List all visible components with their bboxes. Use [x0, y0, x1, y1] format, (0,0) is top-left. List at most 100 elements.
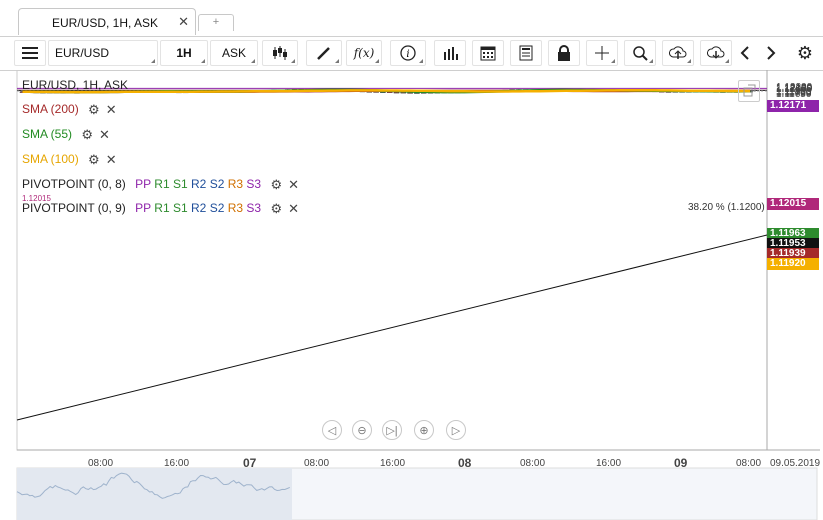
- close-icon[interactable]: ✕: [99, 127, 110, 142]
- zoom-out-button[interactable]: ⊖: [352, 420, 372, 440]
- y-tick-label: 1.11800: [776, 86, 812, 98]
- new-tab-button[interactable]: +: [198, 14, 234, 31]
- instrument-value: EUR/USD: [55, 46, 110, 60]
- x-tick-label: 09.05.2019: [770, 458, 821, 469]
- y-tick-label: 1.12150: [776, 82, 813, 94]
- lock-icon[interactable]: [548, 40, 580, 66]
- chart-title: EUR/USD, 1H, ASK: [22, 78, 129, 92]
- close-icon[interactable]: ✕: [178, 14, 189, 29]
- legend-sma200-label: SMA (200): [22, 102, 79, 117]
- pivot-s3: S3: [246, 177, 262, 192]
- download-icon[interactable]: [700, 40, 732, 66]
- chevron-left-icon[interactable]: [734, 40, 756, 66]
- candlestick-icon[interactable]: [262, 40, 298, 66]
- pivot-r1: R1: [154, 177, 170, 192]
- gear-icon[interactable]: ⚙: [792, 40, 818, 66]
- side-select[interactable]: ASK: [210, 40, 258, 66]
- price-box: 1.11953: [767, 238, 819, 250]
- nav-forward-button[interactable]: ▷: [446, 420, 466, 440]
- y-tick-label: 1.11900: [776, 85, 812, 97]
- pivot-pp: PP: [135, 177, 151, 192]
- gear-icon[interactable]: ⚙: [88, 102, 100, 117]
- x-tick-label: 09: [674, 456, 688, 470]
- close-icon[interactable]: ✕: [288, 201, 300, 216]
- pivot-r2: R2: [191, 177, 207, 192]
- x-tick-label: 08: [458, 456, 472, 470]
- y-tick-label: 1.11650: [776, 88, 812, 100]
- menu-icon[interactable]: [14, 40, 46, 66]
- x-tick-label: 16:00: [596, 458, 622, 469]
- side-value: ASK: [221, 46, 246, 60]
- pivot-r3: R3: [227, 201, 244, 216]
- legend-sma100-label: SMA (100): [22, 152, 79, 167]
- report-icon[interactable]: [510, 40, 542, 66]
- legend-pivot-9-label: PIVOTPOINT (0, 9): [22, 201, 126, 216]
- draw-icon[interactable]: [306, 40, 342, 66]
- chart-area[interactable]: EUR/USD, 1H, ASK SMA (200) ⚙ ✕ SMA (55) ⚙…: [0, 70, 823, 520]
- y-tick-label: 1.12200: [776, 82, 813, 93]
- price-box: 1.11963: [767, 228, 819, 240]
- pivot-pp: PP: [135, 201, 151, 216]
- indicator-button[interactable]: f(x): [346, 40, 382, 66]
- toolbar: EUR/USD 1H ASK f(x) i: [0, 36, 823, 71]
- info-icon[interactable]: i: [390, 40, 426, 66]
- pivot-s2: S2: [209, 177, 225, 192]
- nav-back-button[interactable]: ◁: [322, 420, 342, 440]
- x-tick-label: 08:00: [520, 458, 546, 469]
- trend-line: [16, 234, 768, 421]
- legend-pivot-8: PIVOTPOINT (0, 8) PP R1 S1 R2 S2 R3 S3 ⚙…: [22, 177, 299, 193]
- calendar-icon[interactable]: [472, 40, 504, 66]
- pivot-s1: S1: [172, 177, 188, 192]
- legend-sma200: SMA (200) ⚙ ✕: [22, 102, 117, 118]
- price-box: 1.12171: [767, 100, 819, 112]
- legend-pivot-9: PIVOTPOINT (0, 9) PP R1 S1 R2 S2 R3 S3 ⚙…: [22, 201, 299, 217]
- close-icon[interactable]: ✕: [105, 102, 117, 117]
- sma100-line: [22, 89, 751, 94]
- pivot-small-label: 1.12015: [22, 194, 51, 203]
- nav-end-button[interactable]: ▷|: [382, 420, 402, 440]
- pivot-s1: S1: [172, 201, 188, 216]
- x-tick-label: 16:00: [164, 458, 190, 469]
- x-tick-label: 08:00: [304, 458, 330, 469]
- pivot-s3: S3: [246, 201, 262, 216]
- pivot-r2: R2: [191, 201, 207, 216]
- y-tick-label: 1.12050: [776, 83, 813, 95]
- upload-icon[interactable]: [662, 40, 694, 66]
- x-tick-label: 08:00: [88, 458, 114, 469]
- close-icon[interactable]: ✕: [105, 152, 117, 167]
- plot-frame: [16, 70, 768, 451]
- y-tick-label: 1.11850: [776, 86, 812, 98]
- expand-icon[interactable]: [738, 80, 760, 102]
- y-tick-label: 1.12100: [776, 83, 813, 95]
- price-box: 1.11939: [767, 248, 819, 260]
- zoom-in-button[interactable]: ⊕: [414, 420, 434, 440]
- pivot-r3: R3: [227, 177, 244, 192]
- legend-pivot-8-label: PIVOTPOINT (0, 8): [22, 177, 126, 192]
- pivot-s2: S2: [209, 201, 225, 216]
- pivot-r1: R1: [154, 201, 170, 216]
- tab-bar: EUR/USD, 1H, ASK ✕ +: [0, 0, 823, 36]
- legend-sma55-label: SMA (55): [22, 127, 73, 142]
- close-icon[interactable]: ✕: [288, 177, 300, 192]
- gear-icon[interactable]: ⚙: [88, 152, 100, 167]
- legend-sma100: SMA (100) ⚙ ✕: [22, 152, 117, 168]
- timeframe-value: 1H: [176, 46, 192, 60]
- chart-tab[interactable]: EUR/USD, 1H, ASK ✕: [18, 8, 196, 35]
- volume-icon[interactable]: [434, 40, 466, 66]
- gear-icon[interactable]: ⚙: [270, 177, 283, 192]
- chevron-right-icon[interactable]: [760, 40, 782, 66]
- gear-icon[interactable]: ⚙: [270, 201, 283, 216]
- fib-label: 38.20 % (1.1200): [688, 202, 765, 213]
- zoom-icon[interactable]: [624, 40, 656, 66]
- timeframe-select[interactable]: 1H: [160, 40, 208, 66]
- price-chart[interactable]: [0, 70, 823, 520]
- svg-text:i: i: [406, 49, 409, 60]
- gear-icon[interactable]: ⚙: [81, 127, 94, 142]
- crosshair-icon[interactable]: [586, 40, 618, 66]
- indicator-icon: f(x): [353, 46, 375, 60]
- legend-sma55: SMA (55) ⚙ ✕: [22, 127, 110, 143]
- instrument-select[interactable]: EUR/USD: [48, 40, 158, 66]
- x-tick-label: 08:00: [736, 458, 762, 469]
- tab-title: EUR/USD, 1H, ASK: [52, 16, 159, 30]
- y-tick-label: 1.11750: [776, 87, 812, 99]
